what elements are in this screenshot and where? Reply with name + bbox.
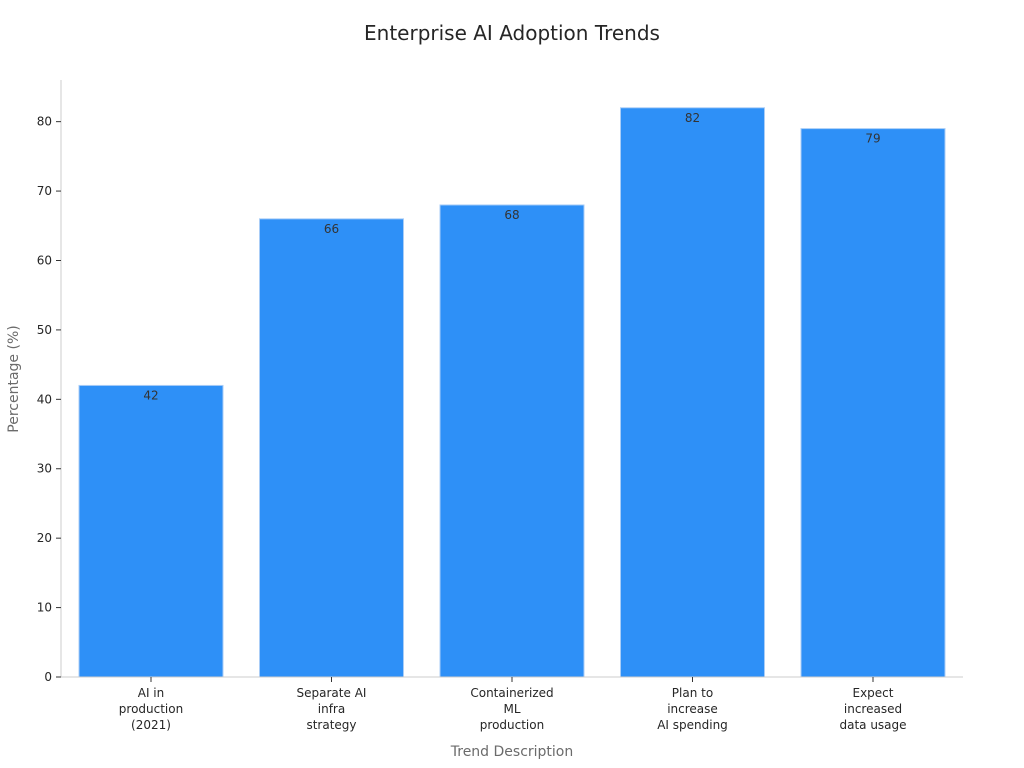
x-axis-title: Trend Description [450,744,574,760]
bar [620,107,765,678]
x-tick-label: Plan to increase AI spending [657,686,728,732]
x-tick-label: Expect increased data usage [839,686,906,732]
bar-value-label: 42 [143,388,158,402]
y-axis-title: Percentage (%) [6,325,22,432]
y-tick-label: 70 [37,184,52,198]
x-tick-label: Separate AI infra strategy [297,686,367,732]
bar-value-label: 66 [324,222,339,236]
y-tick-label: 30 [37,462,52,476]
bar [800,128,946,678]
bar [439,204,585,678]
y-axis: 0 10 20 30 40 50 60 70 80 [37,80,62,684]
chart-title: Enterprise AI Adoption Trends [364,21,660,45]
x-tick-label: Containerized ML production [470,686,553,732]
y-tick-label: 10 [37,601,52,615]
bar [259,218,404,678]
bar-value-label: 82 [685,111,700,125]
y-tick-label: 50 [37,323,52,337]
bar [78,384,224,678]
bar-value-label: 68 [504,208,519,222]
y-tick-label: 0 [44,670,52,684]
y-tick-label: 20 [37,531,52,545]
bars [78,107,946,678]
bar-value-label: 79 [865,132,880,146]
y-tick-label: 60 [37,253,52,267]
value-labels: 42 66 68 82 79 [143,111,880,403]
y-tick-label: 40 [37,392,52,406]
y-tick-label: 80 [37,115,52,129]
x-axis: AI in production (2021) Separate AI infra str… [61,676,963,732]
x-tick-label: AI in production (2021) [119,686,183,732]
